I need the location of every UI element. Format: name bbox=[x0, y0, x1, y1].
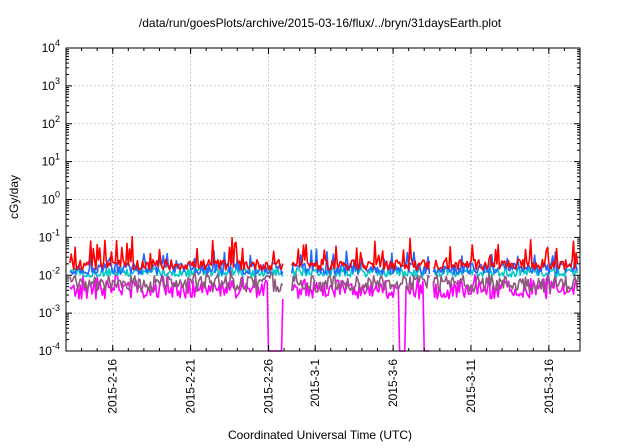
y-axis-label-container: cGy/day bbox=[4, 150, 24, 250]
axis-ticks bbox=[65, 47, 581, 352]
x-tick-label: 2015-3-11 bbox=[464, 359, 478, 413]
y-tick-base: 10 bbox=[42, 117, 56, 131]
x-tick-label: 2015-3-16 bbox=[542, 359, 556, 414]
y-tick-exponent: 1 bbox=[55, 152, 60, 162]
x-tick-label: 2015-2-16 bbox=[106, 359, 120, 414]
y-tick-exponent: -1 bbox=[52, 227, 60, 237]
x-axis-label: Coordinated Universal Time (UTC) bbox=[227, 428, 413, 442]
y-tick-label: 102 bbox=[42, 114, 60, 131]
y-tick-label: 10-3 bbox=[39, 303, 60, 320]
series-line bbox=[69, 235, 579, 271]
y-axis-label: cGy/day bbox=[7, 175, 21, 220]
x-tick-label: 2015-3-6 bbox=[386, 359, 400, 407]
x-tick-labels: 2015-2-16 2015-2-21 2015-2-26 2015-3-1 2015-… bbox=[106, 359, 556, 414]
y-tick-base: 10 bbox=[39, 306, 53, 320]
y-tick-exponent: 4 bbox=[55, 38, 60, 48]
y-tick-base: 10 bbox=[39, 344, 53, 358]
y-tick-exponent: -3 bbox=[52, 303, 60, 313]
x-tick-label: 2015-2-21 bbox=[184, 359, 198, 414]
y-tick-label: 100 bbox=[42, 190, 60, 207]
y-tick-label: 103 bbox=[42, 76, 60, 93]
data-series bbox=[69, 235, 579, 352]
chart-title: /data/run/goesPlots/archive/2015-03-16/f… bbox=[138, 16, 502, 30]
y-tick-exponent: -2 bbox=[52, 265, 60, 275]
grid-lines bbox=[66, 48, 580, 351]
y-tick-exponent: 0 bbox=[55, 190, 60, 200]
y-tick-label: 10-1 bbox=[39, 227, 60, 244]
x-tick-label: 2015-3-1 bbox=[308, 359, 322, 407]
y-tick-base: 10 bbox=[42, 41, 56, 55]
y-tick-base: 10 bbox=[39, 268, 53, 282]
y-tick-base: 10 bbox=[39, 230, 53, 244]
y-tick-base: 10 bbox=[42, 79, 56, 93]
y-tick-label: 10-2 bbox=[39, 265, 60, 282]
series-line bbox=[69, 268, 579, 293]
y-tick-base: 10 bbox=[42, 155, 56, 169]
y-tick-label: 101 bbox=[42, 152, 60, 169]
y-tick-label: 10-4 bbox=[39, 341, 60, 358]
y-tick-exponent: 3 bbox=[55, 76, 60, 86]
x-tick-label: 2015-2-26 bbox=[261, 359, 275, 414]
y-tick-base: 10 bbox=[42, 193, 56, 207]
y-tick-exponent: -4 bbox=[52, 341, 60, 351]
y-tick-label: 104 bbox=[42, 38, 60, 55]
y-tick-exponent: 2 bbox=[55, 114, 60, 124]
